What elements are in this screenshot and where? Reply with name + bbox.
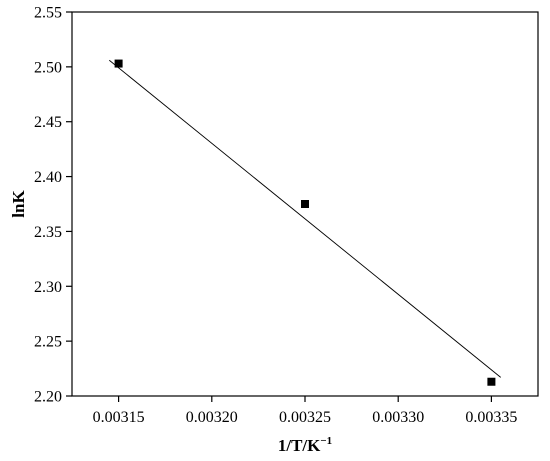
data-points — [114, 59, 496, 386]
y-tick-label: 2.45 — [34, 114, 62, 131]
x-tick-label: 0.00320 — [186, 409, 238, 426]
fit-lines — [108, 59, 502, 378]
data-point — [114, 59, 123, 68]
y-tick-label: 2.25 — [34, 334, 62, 351]
data-point — [301, 200, 309, 208]
fit-line — [108, 59, 502, 378]
x-axis-title: 1/T/K−1 — [278, 435, 332, 455]
x-axis: 0.00315 0.00320 0.00325 0.00330 0.00335 — [93, 396, 517, 426]
x-axis-title-main: 1/T/K — [278, 436, 321, 455]
y-axis-title: lnK — [9, 190, 28, 218]
y-tick-label: 2.55 — [34, 5, 62, 22]
y-axis: 2.20 2.25 2.30 2.35 2.40 2.45 2.50 2.55 — [34, 5, 72, 406]
x-tick-label: 0.00330 — [372, 409, 424, 426]
x-tick-label: 0.00335 — [465, 409, 517, 426]
y-tick-label: 2.20 — [34, 389, 62, 406]
y-tick-label: 2.35 — [34, 224, 62, 241]
y-tick-label: 2.50 — [34, 59, 62, 76]
y-tick-label: 2.40 — [34, 169, 62, 186]
y-tick-label: 2.30 — [34, 279, 62, 296]
x-axis-title-superscript: −1 — [320, 435, 332, 447]
x-tick-label: 0.00325 — [279, 409, 331, 426]
x-tick-label: 0.00315 — [93, 409, 145, 426]
data-point — [487, 377, 496, 386]
